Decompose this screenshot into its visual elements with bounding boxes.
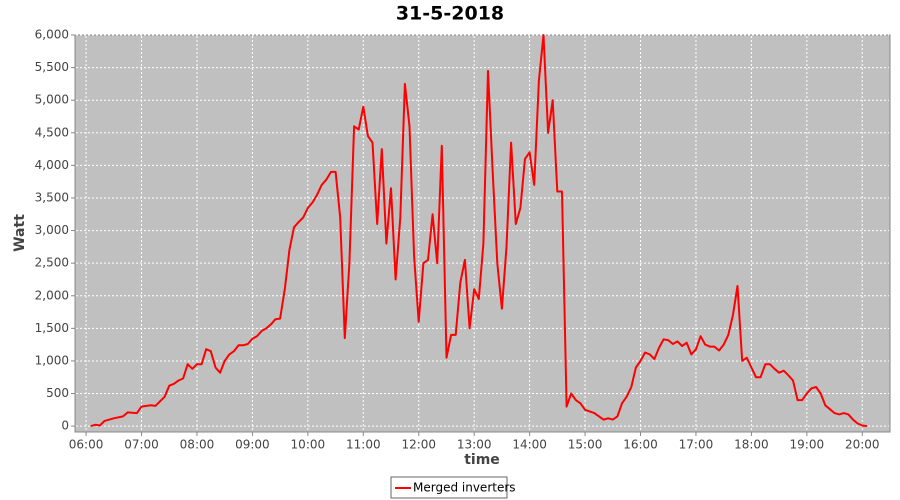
x-tick-label: 08:00 [180,438,215,452]
y-tick-label: 1,500 [35,321,69,335]
x-axis-title: time [464,452,500,468]
x-tick-label: 17:00 [679,438,714,452]
x-tick-label: 06:00 [69,438,104,452]
x-tick-label: 16:00 [623,438,658,452]
x-tick-label: 18:00 [734,438,769,452]
x-tick-label: 11:00 [346,438,381,452]
y-tick-label: 4,000 [35,158,69,172]
x-tick-label: 13:00 [457,438,492,452]
x-tick-label: 07:00 [124,438,159,452]
y-tick-label: 2,500 [35,256,69,270]
y-tick-label: 6,000 [35,28,69,42]
x-tick-label: 10:00 [291,438,326,452]
x-tick-label: 15:00 [568,438,603,452]
y-tick-label: 500 [46,386,69,400]
x-tick-label: 09:00 [235,438,270,452]
x-tick-label: 14:00 [512,438,547,452]
y-tick-label: 5,500 [35,60,69,74]
y-tick-label: 5,000 [35,93,69,107]
chart-title: 31-5-2018 [396,3,504,25]
legend [390,476,508,499]
x-tick-label: 12:00 [401,438,436,452]
legend-label: Merged inverters [413,481,516,495]
y-tick-label: 1,000 [35,353,69,367]
y-tick-label: 2,000 [35,288,69,302]
plot-area [74,34,891,433]
y-tick-label: 4,500 [35,125,69,139]
y-tick-label: 0 [61,419,69,433]
y-tick-label: 3,500 [35,190,69,204]
x-tick-label: 19:00 [790,438,825,452]
y-tick-label: 3,000 [35,223,69,237]
x-tick-label: 20:00 [845,438,880,452]
data-line [90,34,868,428]
y-axis-title: Watt [12,214,28,252]
